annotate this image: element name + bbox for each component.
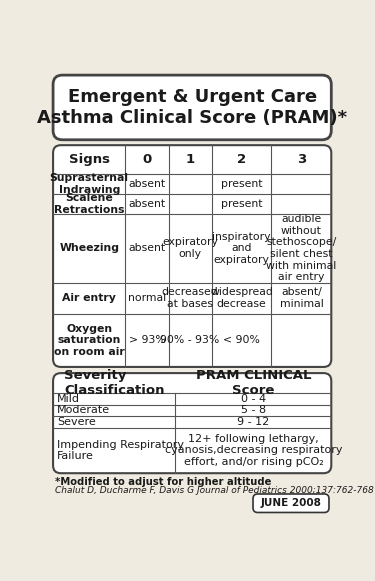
- Text: Moderate: Moderate: [57, 406, 110, 415]
- FancyBboxPatch shape: [53, 373, 331, 473]
- Text: Air entry: Air entry: [62, 293, 116, 303]
- Text: *Modified to adjust for higher altitude: *Modified to adjust for higher altitude: [55, 477, 271, 487]
- Text: audible
without
stethoscope/
silent chest
with minimal
air entry: audible without stethoscope/ silent ches…: [266, 214, 336, 282]
- Text: 2: 2: [237, 153, 246, 166]
- Text: Severe: Severe: [57, 417, 96, 427]
- Text: Emergent & Urgent Care
Asthma Clinical Score (PRAM)*: Emergent & Urgent Care Asthma Clinical S…: [37, 88, 347, 127]
- Text: Suprasternal
Indrawing: Suprasternal Indrawing: [50, 173, 129, 195]
- Text: 90% - 93%: 90% - 93%: [160, 335, 220, 345]
- Text: 0 - 4: 0 - 4: [241, 394, 266, 404]
- Text: > 93%: > 93%: [129, 335, 165, 345]
- Text: Severity
Classification: Severity Classification: [64, 369, 165, 397]
- Text: widespread
decrease: widespread decrease: [210, 288, 273, 309]
- Text: Scalene
Retractions: Scalene Retractions: [54, 193, 124, 215]
- FancyBboxPatch shape: [53, 145, 331, 367]
- Text: absent/
minimal: absent/ minimal: [279, 288, 323, 309]
- Text: 9 - 12: 9 - 12: [237, 417, 270, 427]
- Text: decreased
at bases: decreased at bases: [162, 288, 219, 309]
- Text: 5 - 8: 5 - 8: [241, 406, 266, 415]
- Text: Signs: Signs: [69, 153, 110, 166]
- Text: Wheezing: Wheezing: [59, 243, 119, 253]
- Text: Impending Respiratory
Failure: Impending Respiratory Failure: [57, 440, 184, 461]
- Text: Oxygen
saturation
on room air: Oxygen saturation on room air: [54, 324, 124, 357]
- Text: present: present: [221, 179, 262, 189]
- Text: absent: absent: [128, 243, 165, 253]
- Text: 12+ following lethargy,
cyanosis,decreasing respiratory
effort, and/or rising pC: 12+ following lethargy, cyanosis,decreas…: [165, 434, 342, 467]
- Text: inspiratory
and
expiratory: inspiratory and expiratory: [212, 232, 271, 265]
- Text: Chalut D, Ducharme F, Davis G Journal of Pediatrics 2000;137:762-768: Chalut D, Ducharme F, Davis G Journal of…: [55, 486, 374, 495]
- Text: normal: normal: [128, 293, 166, 303]
- Text: absent: absent: [128, 199, 165, 209]
- Text: 1: 1: [186, 153, 195, 166]
- FancyBboxPatch shape: [53, 75, 331, 140]
- FancyBboxPatch shape: [253, 494, 329, 512]
- Text: absent: absent: [128, 179, 165, 189]
- Text: present: present: [221, 199, 262, 209]
- Text: 3: 3: [297, 153, 306, 166]
- Text: Mild: Mild: [57, 394, 80, 404]
- Text: < 90%: < 90%: [223, 335, 260, 345]
- Text: 0: 0: [142, 153, 152, 166]
- Text: PRAM CLINICAL
Score: PRAM CLINICAL Score: [196, 369, 311, 397]
- Text: expiratory
only: expiratory only: [162, 238, 218, 259]
- Text: JUNE 2008: JUNE 2008: [261, 498, 321, 508]
